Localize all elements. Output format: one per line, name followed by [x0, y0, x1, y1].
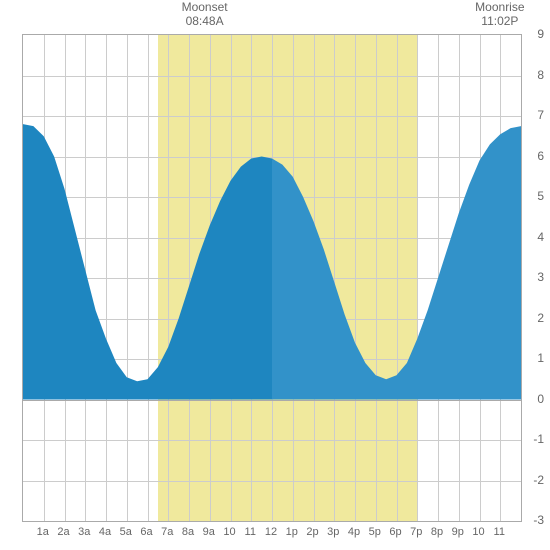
x-tick-label: 11 [494, 526, 505, 538]
x-tick-label: 11 [245, 526, 256, 538]
y-tick-label: 4 [524, 230, 544, 244]
y-tick-label: -1 [524, 432, 544, 446]
y-tick-label: 5 [524, 189, 544, 203]
moonset-label: Moonset 08:48A [175, 0, 235, 29]
x-tick-label: 10 [223, 526, 235, 538]
x-tick-label: 7p [410, 526, 422, 538]
y-tick-label: 1 [524, 351, 544, 365]
x-tick-label: 6a [140, 526, 152, 538]
x-tick-label: 9a [203, 526, 215, 538]
x-tick-label: 8p [431, 526, 443, 538]
x-tick-label: 3p [327, 526, 339, 538]
x-tick-label: 3a [78, 526, 90, 538]
x-tick-label: 10 [472, 526, 484, 538]
moonset-title: Moonset [175, 0, 235, 14]
plot-area [22, 34, 522, 522]
moonrise-label: Moonrise 11:02P [470, 0, 530, 29]
x-tick-label: 8a [182, 526, 194, 538]
y-tick-label: -3 [524, 513, 544, 527]
y-tick-label: 7 [524, 108, 544, 122]
y-tick-label: 6 [524, 149, 544, 163]
y-tick-label: 9 [524, 27, 544, 41]
x-tick-label: 2p [306, 526, 318, 538]
tide-svg [23, 35, 521, 521]
x-tick-label: 4p [348, 526, 360, 538]
tide-area-am [23, 124, 272, 399]
y-tick-label: -2 [524, 473, 544, 487]
x-tick-label: 7a [161, 526, 173, 538]
x-tick-label: 4a [99, 526, 111, 538]
y-tick-label: 2 [524, 311, 544, 325]
y-tick-label: 3 [524, 270, 544, 284]
tide-layer [23, 35, 521, 521]
tide-chart: Moonset 08:48A Moonrise 11:02P -3-2-1012… [0, 0, 550, 550]
moonset-time: 08:48A [175, 14, 235, 28]
moonrise-title: Moonrise [470, 0, 530, 14]
x-tick-label: 5a [120, 526, 132, 538]
x-tick-label: 6p [389, 526, 401, 538]
x-tick-label: 12 [265, 526, 277, 538]
x-tick-label: 9p [452, 526, 464, 538]
x-tick-label: 1p [286, 526, 298, 538]
x-tick-label: 5p [369, 526, 381, 538]
moonrise-time: 11:02P [470, 14, 530, 28]
x-tick-label: 2a [57, 526, 69, 538]
y-tick-label: 8 [524, 68, 544, 82]
x-tick-label: 1a [37, 526, 49, 538]
tide-area-pm [272, 126, 521, 399]
y-tick-label: 0 [524, 392, 544, 406]
